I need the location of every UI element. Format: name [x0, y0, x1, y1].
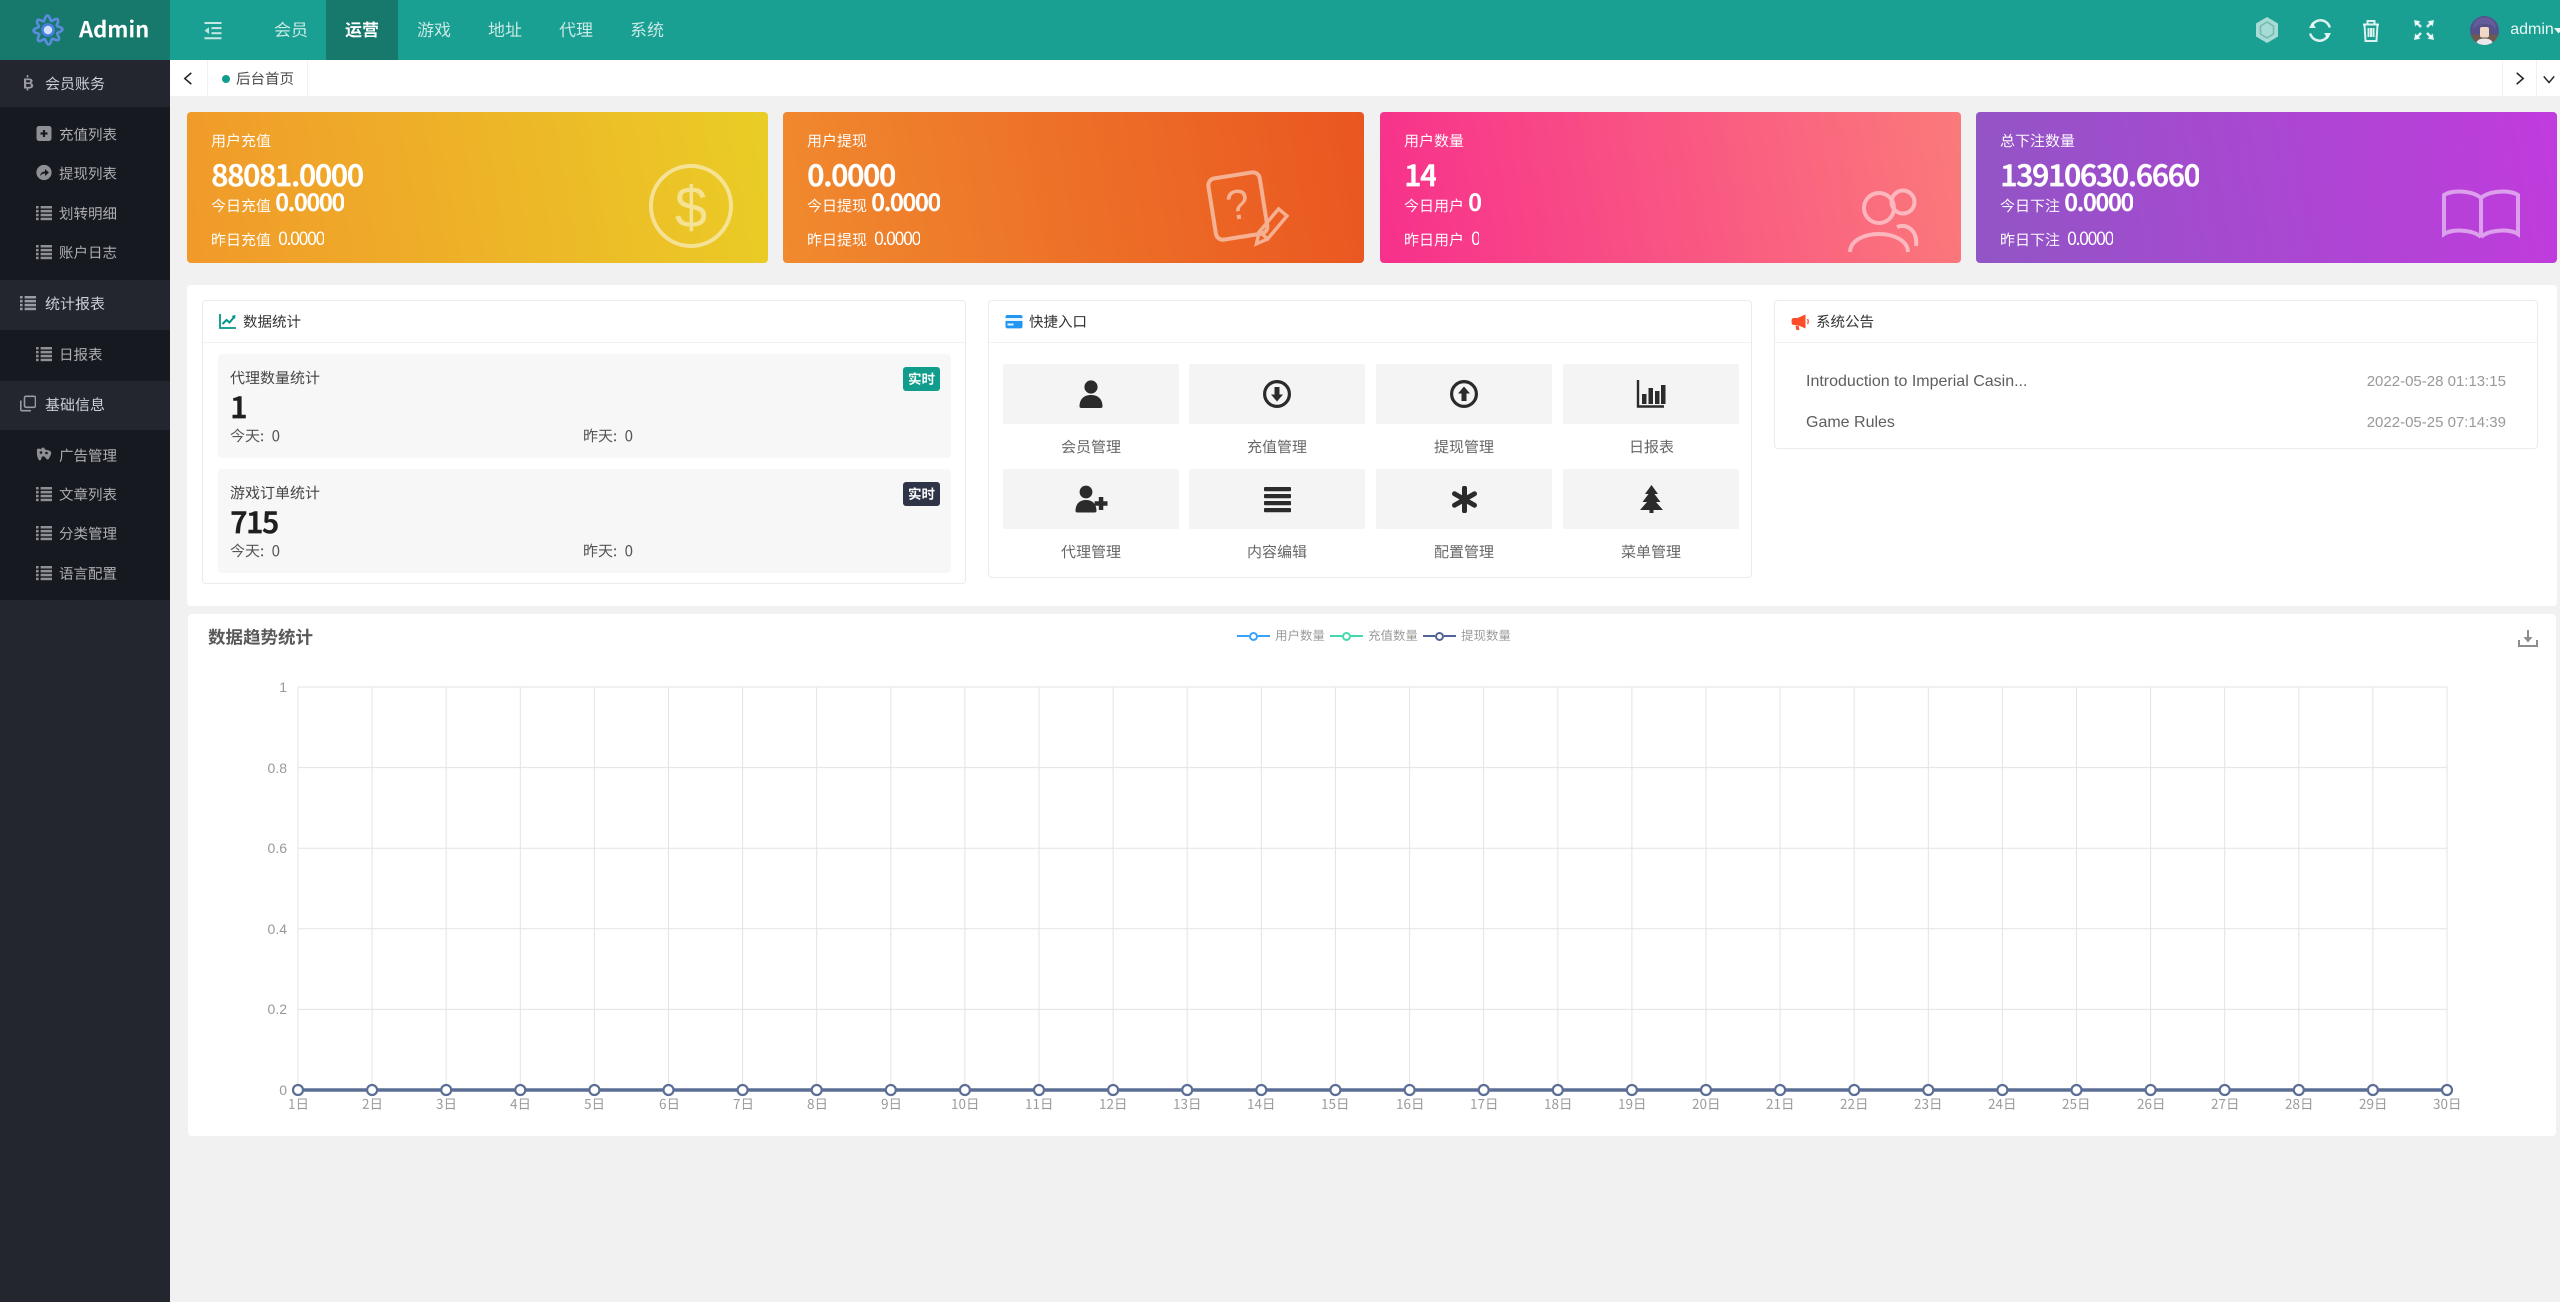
svg-text:B: B: [23, 76, 34, 91]
svg-text:$: $: [675, 175, 707, 240]
svg-text:?: ?: [1223, 179, 1253, 229]
